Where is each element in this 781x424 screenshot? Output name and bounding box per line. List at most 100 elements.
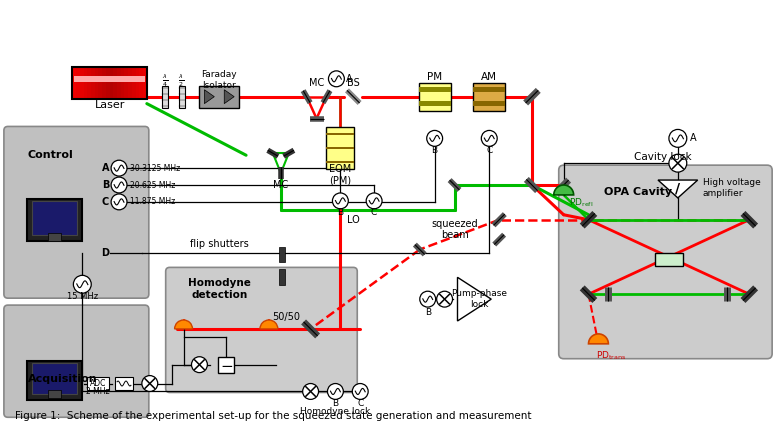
Text: MC: MC xyxy=(309,78,324,88)
Wedge shape xyxy=(175,320,192,329)
Text: A: A xyxy=(102,163,109,173)
Text: $\frac{\lambda}{2}$: $\frac{\lambda}{2}$ xyxy=(178,73,185,89)
Bar xyxy=(419,101,451,106)
Text: D: D xyxy=(101,248,109,257)
Text: Control: Control xyxy=(27,150,73,160)
Text: PD$_{\mathsf{trans}}$: PD$_{\mathsf{trans}}$ xyxy=(597,349,627,362)
Polygon shape xyxy=(279,246,285,262)
FancyBboxPatch shape xyxy=(558,165,772,359)
Bar xyxy=(91,67,95,99)
Circle shape xyxy=(111,177,127,193)
Bar xyxy=(473,83,505,111)
Circle shape xyxy=(366,193,382,209)
Circle shape xyxy=(481,131,497,146)
Bar xyxy=(27,361,82,400)
Circle shape xyxy=(327,384,344,399)
Text: AM: AM xyxy=(481,72,497,82)
Text: B: B xyxy=(425,307,431,317)
Bar xyxy=(80,67,84,99)
Polygon shape xyxy=(279,269,285,285)
Text: Acquisition: Acquisition xyxy=(27,374,98,384)
Bar xyxy=(84,67,87,99)
Bar xyxy=(162,86,168,108)
Text: 15 MHz: 15 MHz xyxy=(66,292,98,301)
Circle shape xyxy=(419,291,436,307)
Text: C: C xyxy=(371,208,377,218)
Text: A: A xyxy=(690,134,697,143)
Text: /: / xyxy=(676,182,680,196)
Text: Cavity lock: Cavity lock xyxy=(634,152,692,162)
Text: $\frac{\lambda}{4}$: $\frac{\lambda}{4}$ xyxy=(162,73,168,89)
Bar xyxy=(73,67,77,99)
Text: Laser: Laser xyxy=(95,100,125,110)
Bar xyxy=(419,87,451,92)
Text: C: C xyxy=(486,146,492,155)
Text: PD$_{\mathsf{refl}}$: PD$_{\mathsf{refl}}$ xyxy=(569,197,593,209)
Wedge shape xyxy=(589,334,608,344)
Bar xyxy=(27,199,82,240)
FancyBboxPatch shape xyxy=(4,305,149,417)
Circle shape xyxy=(111,160,127,176)
Bar xyxy=(326,147,355,149)
Text: flip shutters: flip shutters xyxy=(191,239,249,248)
Bar xyxy=(655,253,683,266)
Text: PM: PM xyxy=(427,72,442,82)
Bar xyxy=(98,67,102,99)
Bar xyxy=(143,67,148,99)
Bar xyxy=(115,377,133,391)
Circle shape xyxy=(426,131,443,146)
Text: Figure 1:  Scheme of the experimental set-up for the squeezed state generation a: Figure 1: Scheme of the experimental set… xyxy=(15,411,531,421)
Polygon shape xyxy=(205,90,214,103)
Bar xyxy=(106,67,110,99)
Text: A: A xyxy=(346,74,353,84)
Text: High voltage
amplifier: High voltage amplifier xyxy=(703,178,761,198)
Text: 30.3125 MHz: 30.3125 MHz xyxy=(130,164,180,173)
Text: Faraday
Isolator: Faraday Isolator xyxy=(201,70,237,89)
Bar xyxy=(32,363,77,394)
Polygon shape xyxy=(458,277,491,321)
Bar xyxy=(128,67,133,99)
Bar xyxy=(132,67,136,99)
FancyBboxPatch shape xyxy=(4,126,149,298)
Bar xyxy=(48,391,62,399)
Text: OPA Cavity: OPA Cavity xyxy=(604,187,672,197)
Bar xyxy=(326,134,355,135)
Circle shape xyxy=(333,193,348,209)
Bar xyxy=(102,67,106,99)
Circle shape xyxy=(73,275,91,293)
Text: Pump-phase
lock: Pump-phase lock xyxy=(451,290,508,309)
Bar xyxy=(74,76,144,82)
Bar xyxy=(326,128,355,169)
Circle shape xyxy=(303,384,319,399)
Text: EOM
(PM): EOM (PM) xyxy=(330,164,351,186)
Circle shape xyxy=(352,384,368,399)
Bar xyxy=(109,67,114,99)
Text: ADC: ADC xyxy=(90,379,106,388)
Text: LO: LO xyxy=(348,215,360,225)
Wedge shape xyxy=(554,185,573,195)
Text: squeezed
beam: squeezed beam xyxy=(431,219,478,240)
Text: B: B xyxy=(337,208,344,218)
Text: BS: BS xyxy=(347,78,360,88)
Text: Homodyne lock: Homodyne lock xyxy=(300,407,370,416)
Circle shape xyxy=(329,71,344,87)
Bar xyxy=(136,67,140,99)
Polygon shape xyxy=(224,90,234,103)
Text: Homodyne
detection: Homodyne detection xyxy=(188,279,251,300)
Text: B: B xyxy=(102,180,109,190)
Bar xyxy=(179,86,184,108)
Bar xyxy=(87,67,91,99)
Text: C: C xyxy=(357,399,363,408)
Circle shape xyxy=(191,357,208,373)
Bar xyxy=(73,67,147,99)
Polygon shape xyxy=(658,180,697,198)
Bar xyxy=(139,67,144,99)
Bar xyxy=(117,67,121,99)
Bar xyxy=(76,67,80,99)
Bar xyxy=(113,67,118,99)
Bar xyxy=(473,101,505,106)
Text: 20.625 MHz: 20.625 MHz xyxy=(130,181,175,190)
Bar xyxy=(219,357,234,373)
Bar xyxy=(326,161,355,163)
Circle shape xyxy=(111,194,127,210)
